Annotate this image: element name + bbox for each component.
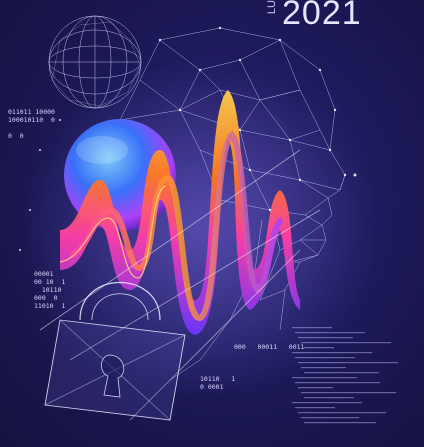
code-line xyxy=(292,402,363,404)
code-line xyxy=(292,352,373,354)
code-snippet-decoration xyxy=(285,320,415,430)
binary-text-bottom-left: 00001 00 10 1 10110 000 0 11010 1 xyxy=(34,270,65,310)
code-line xyxy=(304,422,377,424)
binary-line: 00001 xyxy=(34,270,54,278)
code-line xyxy=(295,332,366,334)
binary-line: 00 10 1 xyxy=(34,278,66,286)
code-line xyxy=(295,407,336,409)
code-line xyxy=(298,412,387,414)
code-line xyxy=(298,362,399,364)
sound-wave-icon xyxy=(59,90,300,335)
binary-line: 10110 1 xyxy=(200,375,236,383)
binary-line: 0 0 xyxy=(8,132,24,140)
binary-line: 11010 1 xyxy=(34,302,66,310)
light-streaks xyxy=(39,149,321,421)
code-line xyxy=(301,342,392,344)
code-line xyxy=(301,367,347,369)
year-prefix-text: LU xyxy=(266,0,278,15)
binary-text-top-left: 011011 10000 100010110 0 0 0 xyxy=(8,108,55,140)
code-lines-graphic xyxy=(292,327,399,424)
code-line xyxy=(292,377,358,379)
binary-text-bottom-center: 10110 1 0 0001 xyxy=(200,375,235,391)
binary-line: 100010110 0 xyxy=(8,116,55,124)
binary-line: 011011 10000 xyxy=(8,108,55,116)
binary-line: 10110 xyxy=(34,286,62,294)
binary-text-mid-right: 000 00011 0011 xyxy=(234,343,305,351)
wireframe-globe-icon xyxy=(48,15,142,109)
binary-line: 000 0 xyxy=(34,294,58,302)
code-line xyxy=(304,372,380,374)
code-line xyxy=(301,417,360,419)
code-line xyxy=(298,337,354,339)
code-line xyxy=(304,397,355,399)
binary-line: 0 0001 xyxy=(200,383,224,391)
code-line xyxy=(304,347,335,349)
code-line xyxy=(301,392,397,394)
wireframe-padlock-icon xyxy=(44,281,186,421)
code-line xyxy=(298,387,334,389)
code-line xyxy=(292,327,333,329)
year-title: 2021 xyxy=(282,0,362,32)
mesh-points xyxy=(19,26,357,251)
code-line xyxy=(295,357,356,359)
code-line xyxy=(295,382,381,384)
